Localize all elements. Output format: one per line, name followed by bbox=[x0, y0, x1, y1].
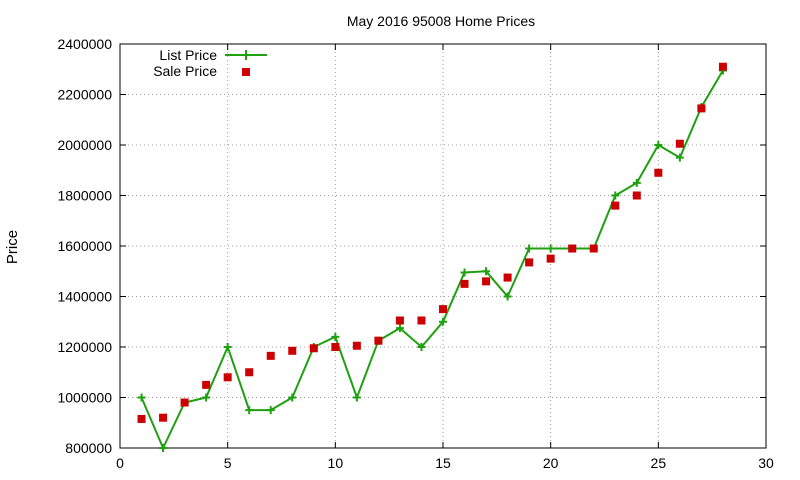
sale-price-point bbox=[331, 343, 340, 351]
y-tick-label: 2400000 bbox=[57, 36, 112, 52]
axis-ticks: 800000 1000000 1200000 1400000 1600000 180000… bbox=[57, 36, 774, 471]
legend-label-list-price: List Price bbox=[159, 47, 217, 63]
sale-price-point bbox=[266, 351, 275, 360]
list-price-point bbox=[245, 406, 254, 415]
list-price-point bbox=[546, 244, 555, 253]
list-price-point bbox=[352, 393, 361, 402]
list-price-point bbox=[654, 141, 663, 149]
sale-price-point bbox=[503, 273, 512, 282]
list-price-point bbox=[331, 332, 340, 341]
sale-price-point bbox=[460, 279, 469, 288]
sale-price-point bbox=[374, 336, 383, 345]
list-price-point bbox=[503, 292, 512, 301]
list-price-point bbox=[137, 393, 146, 402]
sale-price-point bbox=[482, 277, 491, 286]
sale-price-point bbox=[546, 254, 555, 263]
list-price-point bbox=[395, 324, 404, 333]
sale-price-point bbox=[568, 244, 577, 253]
x-tick-label: 0 bbox=[116, 455, 124, 471]
sale-price-point bbox=[288, 346, 297, 355]
list-price-point bbox=[266, 406, 275, 415]
y-tick-label: 2000000 bbox=[57, 137, 112, 153]
list-price-point bbox=[439, 317, 447, 326]
grid bbox=[120, 44, 766, 448]
x-tick-label: 20 bbox=[543, 455, 559, 471]
sale-price-point bbox=[439, 305, 447, 314]
chart-title: May 2016 95008 Home Prices bbox=[347, 13, 535, 29]
sale-price-point bbox=[159, 413, 168, 422]
list-price-line bbox=[140, 69, 724, 451]
list-price-point bbox=[675, 153, 684, 162]
y-tick-label: 1200000 bbox=[57, 339, 112, 355]
sale-price-point bbox=[223, 373, 232, 382]
sale-price-point bbox=[309, 344, 318, 353]
sale-price-point bbox=[202, 380, 211, 389]
sale-price-point bbox=[718, 62, 727, 71]
sale-price-point bbox=[180, 398, 189, 407]
legend-marker-list-price bbox=[241, 50, 251, 60]
list-price-point bbox=[417, 343, 426, 351]
y-axis-label: Price bbox=[4, 230, 21, 264]
sale-price-point bbox=[611, 201, 620, 210]
x-tick-label: 15 bbox=[435, 455, 451, 471]
sale-price-point bbox=[654, 168, 663, 177]
x-tick-label: 10 bbox=[328, 455, 344, 471]
list-price-point bbox=[611, 191, 620, 200]
sale-price-point bbox=[525, 258, 534, 267]
list-price-point bbox=[288, 393, 297, 402]
sale-price-point bbox=[589, 244, 598, 253]
sale-price-point bbox=[417, 316, 426, 325]
sale-price-point bbox=[697, 104, 706, 113]
sale-price-point bbox=[632, 191, 641, 200]
list-price-point bbox=[482, 267, 491, 276]
series bbox=[137, 62, 727, 452]
sale-price-point bbox=[395, 316, 404, 325]
legend-marker-sale-price bbox=[242, 68, 250, 76]
legend-label-sale-price: Sale Price bbox=[153, 63, 217, 79]
y-tick-label: 1600000 bbox=[57, 238, 112, 254]
y-tick-label: 1400000 bbox=[57, 289, 112, 305]
y-tick-label: 2200000 bbox=[57, 87, 112, 103]
x-tick-label: 25 bbox=[651, 455, 667, 471]
list-price-point bbox=[202, 393, 211, 402]
y-tick-label: 1800000 bbox=[57, 188, 112, 204]
x-tick-label: 30 bbox=[758, 455, 774, 471]
list-price-point bbox=[525, 244, 534, 253]
sale-price-point bbox=[245, 368, 254, 377]
list-price-point bbox=[460, 268, 469, 277]
y-tick-label: 1000000 bbox=[57, 390, 112, 406]
y-tick-label: 800000 bbox=[65, 440, 112, 456]
list-price-point bbox=[159, 444, 168, 452]
list-price-point bbox=[223, 343, 232, 351]
sale-price-point bbox=[352, 341, 361, 350]
legend: List Price Sale Price bbox=[153, 47, 267, 79]
list-price-point bbox=[632, 178, 641, 187]
x-tick-label: 5 bbox=[224, 455, 232, 471]
sale-price-point bbox=[137, 414, 146, 423]
sale-price-point bbox=[675, 139, 684, 148]
